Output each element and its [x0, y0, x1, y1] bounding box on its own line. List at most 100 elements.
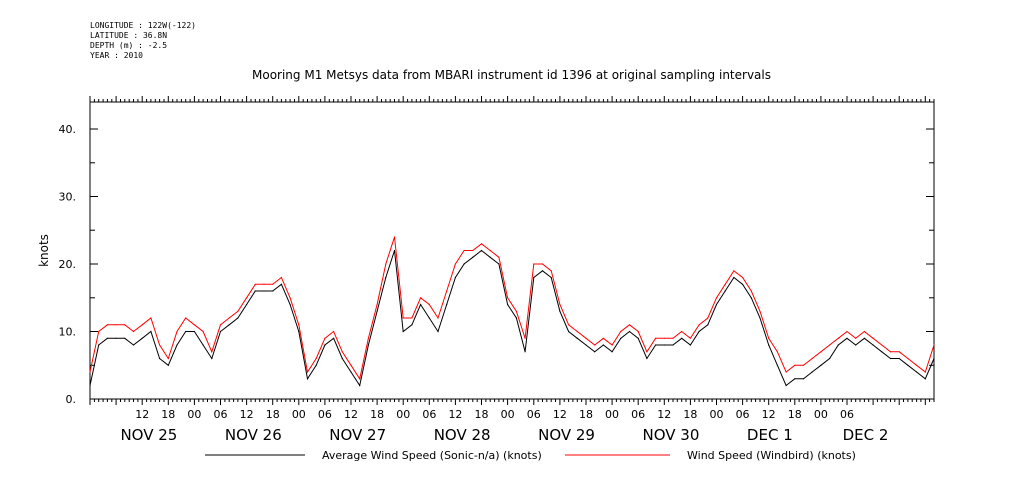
sonic-point — [350, 371, 352, 373]
sonic-point — [889, 357, 892, 360]
windbird-point — [855, 337, 857, 339]
windbird-point — [681, 330, 683, 333]
windbird-point — [202, 330, 204, 333]
x-day-label: NOV 30 — [643, 426, 700, 444]
sonic-point — [211, 357, 213, 360]
sonic-point — [89, 384, 91, 387]
windbird-point — [420, 297, 422, 299]
windbird-point — [802, 364, 805, 366]
windbird-point — [663, 337, 665, 339]
x-hour-tick-label: 12 — [657, 408, 671, 421]
sonic-point — [785, 384, 787, 387]
sonic-point — [681, 337, 683, 339]
sonic-point — [141, 337, 143, 339]
sonic-point — [846, 337, 848, 339]
windbird-point — [306, 371, 309, 373]
sonic-point — [263, 290, 265, 292]
x-day-label: NOV 25 — [120, 426, 177, 444]
windbird-point — [698, 324, 700, 326]
windbird-point — [872, 337, 874, 339]
x-hour-tick-label: 18 — [788, 408, 802, 421]
sonic-point — [167, 364, 169, 366]
sonic-point — [367, 344, 369, 346]
sonic-point — [768, 344, 770, 346]
sonic-point — [411, 324, 413, 326]
sonic-point — [829, 357, 831, 360]
x-hour-tick-label: 00 — [814, 408, 828, 421]
windbird-point — [881, 344, 883, 346]
windbird-point — [324, 337, 326, 339]
sonic-point — [916, 371, 918, 373]
sonic-point — [559, 310, 561, 312]
windbird-point — [211, 351, 213, 353]
x-day-label: NOV 29 — [538, 426, 595, 444]
sonic-point — [341, 357, 343, 360]
sonic-point — [115, 337, 117, 339]
sonic-point — [428, 317, 430, 319]
y-tick-label: 0. — [66, 393, 77, 406]
windbird-point — [333, 330, 335, 333]
sonic-point — [185, 330, 187, 333]
windbird-point — [393, 236, 396, 238]
sonic-point — [933, 357, 935, 360]
windbird-point — [359, 378, 361, 380]
windbird-point — [132, 330, 135, 333]
windbird-point — [611, 344, 613, 346]
latitude-label: LATITUDE : 36.8N — [90, 31, 168, 40]
windbird-point — [489, 249, 491, 252]
windbird-point — [228, 317, 230, 319]
plot-frame — [89, 101, 935, 400]
sonic-point — [289, 303, 291, 306]
sonic-point — [637, 337, 639, 339]
sonic-point — [524, 351, 526, 353]
sonic-point — [246, 303, 248, 306]
sonic-point — [306, 378, 309, 380]
windbird-point — [159, 344, 161, 346]
x-hour-tick-label: 12 — [135, 408, 149, 421]
windbird-point — [428, 303, 430, 306]
windbird-point — [176, 330, 178, 333]
sonic-point — [480, 249, 483, 252]
x-hour-tick-label: 18 — [370, 408, 384, 421]
windbird-point — [411, 317, 413, 319]
windbird-point — [585, 337, 587, 339]
sonic-point — [533, 276, 535, 279]
sonic-point — [646, 357, 648, 360]
sonic-point — [750, 297, 752, 299]
windbird-point — [733, 270, 735, 272]
windbird-point — [568, 324, 570, 326]
sonic-point — [602, 344, 605, 346]
windbird-point — [759, 310, 761, 312]
x-day-label: DEC 1 — [747, 426, 793, 444]
sonic-point — [733, 276, 735, 279]
longitude-label: LONGITUDE : 122W(-122) — [90, 21, 196, 30]
y-tick-label: 30. — [59, 191, 77, 204]
sonic-point — [594, 351, 596, 353]
sonic-point — [881, 351, 883, 353]
y-tick-label: 40. — [59, 123, 77, 136]
windbird-point — [150, 317, 152, 319]
sonic-point — [776, 364, 779, 366]
windbird-point — [498, 256, 500, 258]
sonic-point — [463, 263, 465, 265]
y-axis-label: knots — [37, 234, 51, 267]
windbird-point — [115, 324, 117, 326]
x-hour-tick-label: 18 — [683, 408, 697, 421]
windbird-point — [437, 317, 439, 319]
sonic-point — [193, 330, 195, 333]
windbird-point — [272, 283, 274, 285]
sonic-point — [376, 310, 378, 312]
chart-title-wrap: Mooring M1 Metsys data from MBARI instru… — [0, 68, 1009, 82]
windbird-point — [385, 263, 387, 265]
x-hour-tick-label: 06 — [840, 408, 854, 421]
x-hour-tick-label: 00 — [187, 408, 201, 421]
sonic-point — [802, 378, 805, 380]
windbird-point — [507, 297, 509, 299]
sonic-point — [280, 283, 282, 285]
sonic-point — [333, 337, 335, 339]
windbird-point — [559, 303, 561, 306]
x-hour-tick-label: 18 — [579, 408, 593, 421]
sonic-point — [150, 330, 152, 333]
windbird-point — [463, 249, 465, 252]
